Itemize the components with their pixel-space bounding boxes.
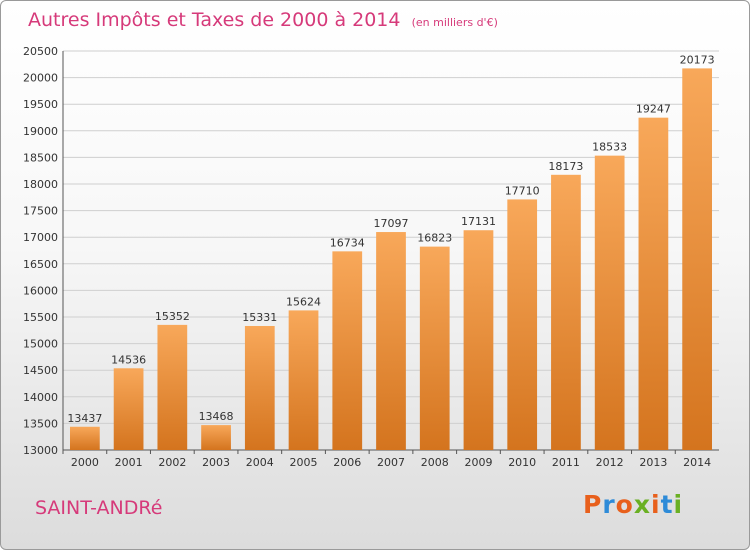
bar-2006 bbox=[332, 251, 363, 450]
y-tick-label: 18500 bbox=[23, 151, 58, 164]
x-tick-label-2000: 2000 bbox=[71, 456, 99, 469]
y-tick-label: 15500 bbox=[23, 311, 58, 324]
x-tick-label-2006: 2006 bbox=[333, 456, 361, 469]
bar-2009 bbox=[463, 230, 494, 450]
bar-2014 bbox=[682, 68, 713, 451]
logo-letter: r bbox=[602, 490, 616, 519]
value-label-2013: 19247 bbox=[636, 103, 671, 116]
y-tick-label: 16000 bbox=[23, 284, 58, 297]
logo-letter: t bbox=[660, 490, 674, 519]
bar-2011 bbox=[551, 174, 581, 451]
x-tick-label-2013: 2013 bbox=[639, 456, 667, 469]
x-tick-label-2005: 2005 bbox=[290, 456, 318, 469]
bar-2001 bbox=[113, 368, 144, 450]
y-tick-label: 13500 bbox=[23, 417, 58, 430]
y-tick-label: 14500 bbox=[23, 364, 58, 377]
proxiti-logo: Proxiti bbox=[583, 490, 683, 519]
value-label-2002: 15352 bbox=[155, 310, 190, 323]
value-label-2005: 15624 bbox=[286, 295, 321, 308]
x-tick-label-2009: 2009 bbox=[464, 456, 492, 469]
y-tick-label: 19000 bbox=[23, 125, 58, 138]
x-tick-label-2002: 2002 bbox=[158, 456, 186, 469]
value-label-2006: 16734 bbox=[330, 236, 365, 249]
value-label-2008: 16823 bbox=[417, 232, 452, 245]
bar-2008 bbox=[419, 246, 450, 450]
value-label-2007: 17097 bbox=[374, 217, 409, 230]
y-tick-label: 17000 bbox=[23, 231, 58, 244]
title-main: Autres Impôts et Taxes de 2000 à 2014 bbox=[28, 9, 401, 31]
bars bbox=[69, 68, 713, 451]
x-tick-label-2003: 2003 bbox=[202, 456, 230, 469]
bar-2005 bbox=[288, 310, 319, 450]
bar-2000 bbox=[69, 426, 100, 450]
logo-letter: P bbox=[583, 490, 603, 519]
value-label-2009: 17131 bbox=[461, 215, 496, 228]
labels: 13000 13500 14000 14500 15000 15500 16000 16500… bbox=[23, 45, 715, 469]
x-tick-label-2007: 2007 bbox=[377, 456, 405, 469]
y-tick-label: 19500 bbox=[23, 98, 58, 111]
bar-2004 bbox=[244, 325, 275, 450]
bar-2003 bbox=[201, 425, 231, 450]
y-tick-label: 15000 bbox=[23, 338, 58, 351]
x-tick-label-2011: 2011 bbox=[552, 456, 580, 469]
bar-2012 bbox=[594, 155, 625, 450]
chart-title: Autres Impôts et Taxes de 2000 à 2014 (e… bbox=[28, 9, 498, 31]
logo-letter: i bbox=[651, 490, 661, 519]
bar-2002 bbox=[157, 324, 188, 450]
y-tick-label: 20000 bbox=[23, 72, 58, 85]
value-label-2003: 13468 bbox=[199, 410, 234, 423]
value-label-2001: 14536 bbox=[111, 353, 146, 366]
x-tick-label-2010: 2010 bbox=[508, 456, 536, 469]
x-tick-label-2014: 2014 bbox=[683, 456, 711, 469]
commune-name: SAINT-ANDRé bbox=[35, 497, 163, 519]
title-unit: (en milliers d'€) bbox=[411, 16, 498, 29]
value-label-2011: 18173 bbox=[548, 160, 583, 173]
y-tick-label: 14000 bbox=[23, 391, 58, 404]
x-tick-label-2012: 2012 bbox=[596, 456, 624, 469]
bar-2013 bbox=[638, 117, 669, 450]
x-tick-label-2008: 2008 bbox=[421, 456, 449, 469]
value-label-2014: 20173 bbox=[680, 53, 715, 66]
x-tick-label-2004: 2004 bbox=[246, 456, 274, 469]
y-tick-label: 20500 bbox=[23, 45, 58, 58]
value-label-2004: 15331 bbox=[242, 311, 277, 324]
value-label-2012: 18533 bbox=[592, 141, 627, 154]
bar-2007 bbox=[376, 232, 406, 450]
y-tick-label: 17500 bbox=[23, 205, 58, 218]
x-tick-label-2001: 2001 bbox=[115, 456, 143, 469]
bar-2010 bbox=[507, 199, 538, 450]
value-label-2000: 13437 bbox=[67, 412, 102, 425]
y-tick-label: 18000 bbox=[23, 178, 58, 191]
logo-letter: x bbox=[633, 490, 651, 519]
y-tick-label: 13000 bbox=[23, 444, 58, 457]
logo-letter: i bbox=[673, 490, 684, 519]
logo-letter: o bbox=[615, 490, 634, 519]
value-label-2010: 17710 bbox=[505, 184, 540, 197]
y-tick-label: 16500 bbox=[23, 258, 58, 271]
